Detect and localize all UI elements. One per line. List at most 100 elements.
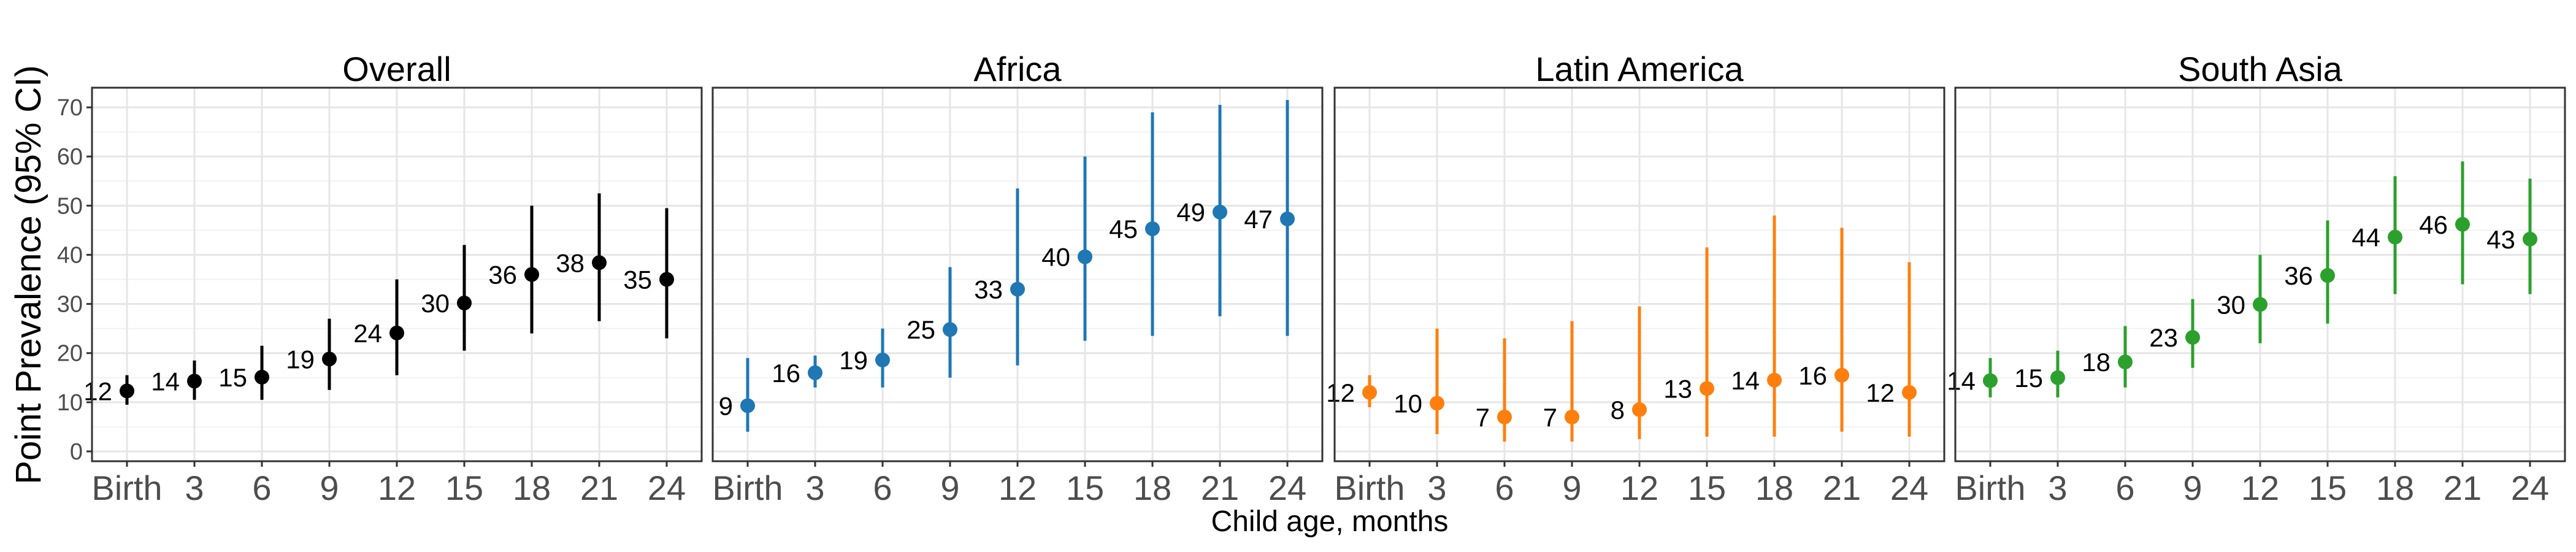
data-label: 23	[2149, 323, 2178, 352]
x-tick-label: 12	[378, 469, 416, 507]
y-tick-label: 30	[57, 292, 83, 318]
panel-title: Overall	[342, 50, 451, 88]
data-point	[120, 383, 134, 399]
data-label: 12	[1326, 378, 1355, 407]
data-point	[187, 374, 202, 389]
data-label: 25	[907, 315, 935, 344]
data-point	[1983, 373, 1998, 388]
data-label: 30	[2217, 290, 2245, 319]
x-axis-title: Child age, months	[1211, 505, 1449, 538]
y-tick-label: 10	[57, 390, 83, 416]
data-point	[2050, 370, 2065, 385]
data-point	[1362, 385, 1377, 400]
data-point	[457, 295, 472, 310]
data-label: 45	[1109, 215, 1138, 243]
data-point	[1280, 211, 1295, 226]
data-label: 16	[1798, 361, 1827, 390]
x-tick-label: 21	[1201, 469, 1239, 507]
data-label: 36	[2284, 261, 2313, 290]
data-point	[592, 255, 607, 270]
data-label: 14	[1947, 367, 1976, 396]
data-label: 14	[1731, 366, 1760, 395]
data-point	[2523, 231, 2537, 247]
data-label: 7	[1476, 403, 1490, 432]
data-point	[524, 267, 539, 282]
data-label: 47	[1244, 205, 1273, 234]
x-tick-label: 6	[252, 469, 271, 507]
x-tick-label: 21	[2444, 469, 2482, 507]
x-tick-label: 3	[1427, 469, 1446, 507]
x-tick-label: 15	[1688, 469, 1726, 507]
x-tick-label: 6	[2115, 469, 2134, 507]
x-tick-label: 9	[940, 469, 959, 507]
data-point	[1632, 402, 1647, 417]
x-tick-label: 24	[1268, 469, 1306, 507]
x-tick-label: 12	[1620, 469, 1658, 507]
data-point	[1078, 249, 1092, 264]
x-tick-label: Birth	[1955, 469, 2025, 507]
data-label: 9	[719, 391, 733, 420]
x-tick-label: 18	[1755, 469, 1793, 507]
y-tick-label: 60	[57, 144, 83, 170]
data-label: 44	[2352, 223, 2380, 252]
data-point	[875, 352, 890, 367]
x-tick-label: 15	[2309, 469, 2347, 507]
x-tick-label: 3	[185, 469, 204, 507]
x-tick-label: 6	[873, 469, 892, 507]
data-point	[1145, 221, 1160, 236]
data-label: 49	[1176, 198, 1205, 227]
data-label: 33	[974, 275, 1003, 304]
panel-latin-america: Latin America 12 10 7 7 8 13 14 16 12 Birth 3 6 9 12 15…	[1326, 50, 1945, 507]
y-axis-title: Point Prevalence (95% CI)	[9, 65, 48, 484]
data-point	[2455, 217, 2470, 232]
panel-title: Latin America	[1535, 50, 1744, 88]
data-point	[389, 325, 404, 340]
data-point	[2388, 229, 2402, 245]
x-tick-label: 21	[1823, 469, 1861, 507]
data-label: 19	[839, 346, 868, 375]
data-point	[1565, 409, 1579, 424]
data-label: 38	[556, 248, 585, 277]
x-tick-label: Birth	[91, 469, 162, 507]
data-label: 7	[1543, 403, 1557, 432]
data-label: 12	[1866, 378, 1895, 407]
data-point	[740, 398, 755, 413]
data-label: 16	[772, 359, 800, 388]
x-tick-label: 18	[513, 469, 551, 507]
data-label: 10	[1393, 389, 1422, 418]
data-label: 46	[2419, 210, 2448, 239]
data-label: 24	[353, 319, 382, 348]
x-tick-label: 3	[2048, 469, 2067, 507]
data-label: 30	[421, 289, 450, 318]
data-point	[943, 322, 957, 337]
y-tick-label: 70	[57, 95, 83, 121]
data-point	[2253, 297, 2267, 312]
data-point	[255, 369, 269, 385]
x-tick-label: 24	[1890, 469, 1928, 507]
y-tick-label: 40	[57, 242, 83, 268]
data-point	[1010, 282, 1025, 297]
x-tick-label: 18	[2376, 469, 2414, 507]
x-tick-label: 15	[1066, 469, 1104, 507]
data-label: 14	[151, 367, 180, 396]
data-point	[1497, 409, 1512, 424]
x-tick-label: 24	[648, 469, 686, 507]
data-label: 13	[1663, 374, 1692, 403]
data-point	[2320, 268, 2335, 283]
data-label: 43	[2486, 225, 2515, 254]
data-label: 8	[1611, 396, 1625, 424]
y-tick-label: 20	[57, 341, 83, 367]
x-tick-label: 9	[2183, 469, 2202, 507]
data-label: 12	[83, 377, 112, 405]
x-tick-label: 18	[1133, 469, 1171, 507]
y-tick-label: 50	[57, 193, 83, 219]
data-point	[1834, 367, 1849, 383]
data-label: 36	[488, 261, 517, 289]
data-point	[1767, 372, 1782, 388]
data-point	[1902, 385, 1917, 400]
data-label: 15	[2014, 364, 2043, 393]
data-point	[1213, 204, 1227, 220]
data-point	[2118, 355, 2133, 370]
